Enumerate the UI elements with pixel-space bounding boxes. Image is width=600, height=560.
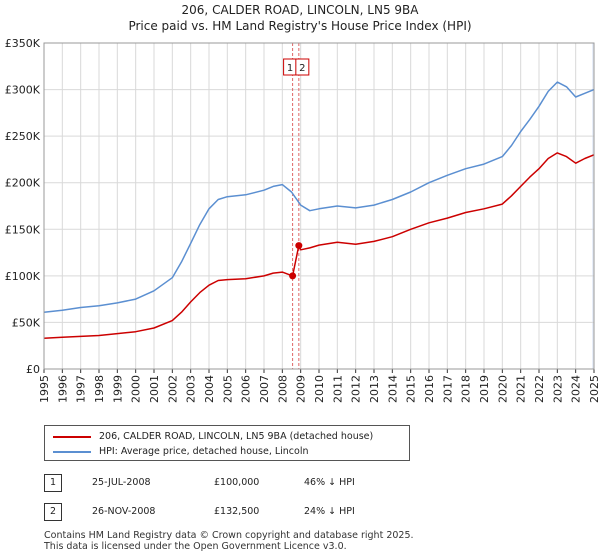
- x-tick-label: 2003: [185, 375, 198, 403]
- transaction-label-box: [295, 58, 310, 76]
- sale-point: [289, 272, 297, 280]
- x-tick-label: 2008: [276, 375, 289, 403]
- transaction-label: 2: [299, 63, 305, 74]
- shade-layer: [592, 43, 594, 369]
- y-tick-label: £250K: [5, 130, 41, 143]
- footer-line1: Contains HM Land Registry data © Crown c…: [44, 530, 414, 541]
- sale-point: [295, 242, 303, 250]
- x-tick-label: 1995: [38, 375, 51, 403]
- footer: Contains HM Land Registry data © Crown c…: [44, 530, 414, 552]
- y-tick-label: £150K: [5, 223, 41, 236]
- transaction-hpi-diff: 24% ↓ HPI: [304, 506, 355, 517]
- chart-title-line2: Price paid vs. HM Land Registry's House …: [128, 19, 472, 33]
- y-tick-label: £300K: [5, 84, 41, 97]
- forecast-shade: [592, 43, 594, 369]
- legend-swatch-property: [53, 436, 91, 438]
- x-tick-label: 2021: [515, 375, 528, 403]
- chart-title-line1: 206, CALDER ROAD, LINCOLN, LN5 9BA: [181, 3, 419, 17]
- transaction-row: 2 26-NOV-2008 £132,500 24% ↓ HPI: [44, 503, 564, 521]
- y-tick-label: £350K: [5, 37, 41, 50]
- hpi-line: [43, 81, 595, 313]
- x-tick-label: 2025: [588, 375, 600, 403]
- y-tick-label: £0: [26, 363, 40, 376]
- x-tick-label: 2019: [478, 375, 491, 403]
- transaction-date: 26-NOV-2008: [92, 506, 156, 517]
- x-tick-label: 2001: [148, 375, 161, 403]
- x-tick-label: 1999: [111, 375, 124, 403]
- x-tick-label: 2010: [313, 375, 326, 403]
- property-price-line: [43, 152, 595, 340]
- x-tick-label: 2024: [570, 375, 583, 403]
- x-tick-label: 2006: [240, 375, 253, 403]
- transaction-price: £132,500: [214, 506, 260, 517]
- transaction-badge: 2: [44, 503, 62, 521]
- transaction-row: 1 25-JUL-2008 £100,000 46% ↓ HPI: [44, 474, 564, 492]
- x-tick-label: 2007: [258, 375, 271, 403]
- grid-layer: [43, 42, 595, 370]
- legend-label-property: 206, CALDER ROAD, LINCOLN, LN5 9BA (deta…: [99, 431, 374, 442]
- x-tick-label: 2023: [551, 375, 564, 403]
- x-tick-label: 2002: [166, 375, 179, 403]
- x-tick-label: 2020: [496, 375, 509, 403]
- x-tick-label: 1998: [93, 375, 106, 403]
- x-tick-label: 2012: [350, 375, 363, 403]
- transaction-date: 25-JUL-2008: [92, 477, 151, 488]
- x-tick-label: 2014: [386, 375, 399, 403]
- legend-swatch-hpi: [53, 451, 91, 453]
- x-tick-label: 2013: [368, 375, 381, 403]
- x-tick-label: 2017: [441, 375, 454, 403]
- legend-label-hpi: HPI: Average price, detached house, Linc…: [99, 446, 309, 457]
- x-tick-label: 2016: [423, 375, 436, 403]
- transaction-label: 1: [287, 63, 293, 74]
- x-tick-label: 2011: [331, 375, 344, 403]
- x-tick-label: 2009: [295, 375, 308, 403]
- series-layer: [43, 81, 595, 340]
- marker-lines: [292, 43, 300, 369]
- transaction-hpi-diff: 46% ↓ HPI: [304, 477, 355, 488]
- x-tick-label: 2004: [203, 375, 216, 403]
- x-tick-label: 2015: [405, 375, 418, 403]
- legend: 206, CALDER ROAD, LINCOLN, LN5 9BA (deta…: [44, 425, 410, 461]
- plot-frame: [43, 42, 595, 370]
- y-tick-label: £100K: [5, 270, 41, 283]
- x-tick-label: 2022: [533, 375, 546, 403]
- y-tick-label: £50K: [12, 316, 41, 329]
- y-tick-label: £200K: [5, 177, 41, 190]
- x-tick-label: 2018: [460, 375, 473, 403]
- x-tick-label: 2000: [130, 375, 143, 403]
- axis-layer: £0 £50K £100K £150K £200K £250K £300K £350K 1995…: [5, 37, 600, 403]
- x-tick-label: 1996: [56, 375, 69, 403]
- footer-line2: This data is licensed under the Open Gov…: [44, 541, 347, 552]
- x-tick-label: 2005: [221, 375, 234, 403]
- x-tick-label: 1997: [75, 375, 88, 403]
- transaction-badge: 1: [44, 474, 62, 492]
- transaction-price: £100,000: [214, 477, 260, 488]
